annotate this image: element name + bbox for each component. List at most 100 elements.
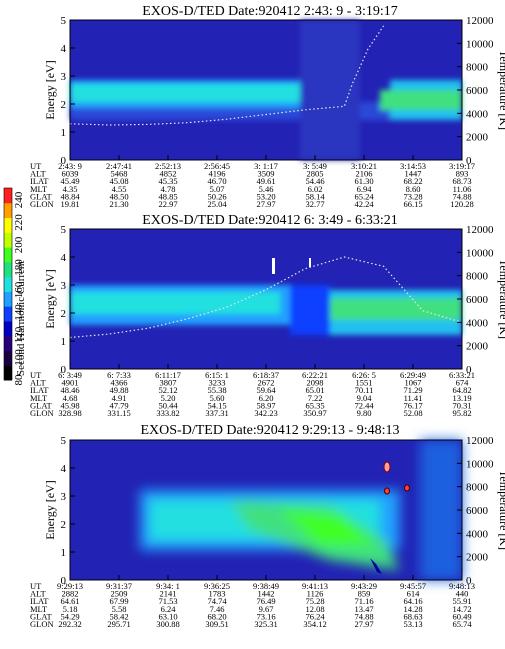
ephemeris-value: 1126 (307, 589, 324, 599)
ephemeris-value: 71.53 (158, 596, 177, 606)
panel-3-ytick-right-label: 0 (466, 575, 472, 587)
ephemeris-value: 13.47 (354, 604, 373, 614)
ephemeris-value: 2:56:45 (204, 161, 230, 171)
panel-2-band-right-core (330, 298, 462, 320)
ephemeris-value: 9:31:37 (106, 581, 132, 591)
ephemeris-value: 12.08 (305, 604, 324, 614)
ephemeris-value: 4.55 (112, 184, 127, 194)
ephemeris-value: 53.13 (403, 619, 422, 629)
ephemeris-value: 65.74 (452, 619, 472, 629)
ephemeris-value: 48.85 (158, 191, 177, 201)
panel-3-ylabel-right: Temperature [K] (497, 470, 505, 550)
panel-2-transition (290, 285, 330, 335)
ephemeris-value: 2509 (111, 589, 128, 599)
ephemeris-row-label: ILAT (30, 176, 49, 186)
panel-2-ylabel: Energy [eV] (43, 269, 57, 328)
ephemeris-value: 59.64 (256, 385, 276, 395)
ephemeris-value: 58.14 (305, 191, 325, 201)
panel-1-ytick-label: 2 (61, 99, 67, 111)
ephemeris-value: 48.84 (60, 191, 80, 201)
panel-2-ytick-label: 5 (61, 224, 67, 236)
panel-1-temperature-trace (69, 25, 385, 126)
panel-3-ytick-right-label: 4000 (466, 528, 489, 540)
ephemeris-value: 6: 3:49 (58, 370, 82, 380)
colorbar-tick-label: 80 (13, 374, 25, 386)
colorbar: Second Harmonic Current 80 100 120 140 160 18… (3, 187, 27, 386)
ephemeris-value: 5.58 (112, 604, 127, 614)
ephemeris-value: 5.60 (210, 393, 225, 403)
ephemeris-value: 893 (456, 169, 469, 179)
ephemeris-value: 325.31 (254, 619, 277, 629)
ephemeris-value: 9:41:13 (302, 581, 328, 591)
ephemeris-value: 9:36:25 (204, 581, 230, 591)
ephemeris-value: 95.82 (452, 408, 471, 418)
ephemeris-value: 2106 (356, 169, 373, 179)
colorbar-tick-label: 120 (13, 326, 25, 343)
ephemeris-value: 292.32 (58, 619, 81, 629)
ephemeris-value: 9:29:13 (57, 581, 83, 591)
ephemeris-value: 3:19:17 (449, 161, 475, 171)
colorbar-tick-label: 140 (13, 304, 25, 321)
ephemeris-value: 6:33:21 (449, 370, 475, 380)
ephemeris-value: 5.46 (259, 184, 274, 194)
ephemeris-value: 333.82 (156, 408, 179, 418)
ephemeris-value: 73.16 (256, 611, 275, 621)
ephemeris-value: 4366 (111, 378, 128, 388)
panel-1: EXOS-D/TED Date:920412 2:43: 9 - 3:19:17… (30, 4, 505, 209)
ephemeris-value: 2098 (307, 378, 324, 388)
ephemeris-value: 46.70 (207, 176, 226, 186)
ephemeris-row-label: MLT (30, 604, 48, 614)
ephemeris-value: 9:48:13 (449, 581, 475, 591)
ephemeris-value: 6:11:17 (155, 370, 181, 380)
colorbar-segment (4, 202, 12, 219)
ephemeris-value: 68.63 (403, 611, 422, 621)
ephemeris-value: 9:34: 1 (156, 581, 180, 591)
ephemeris-value: 54.29 (60, 611, 79, 621)
ephemeris-value: 42.24 (354, 199, 374, 209)
panel-3-ytick-label: 2 (61, 519, 67, 531)
ephemeris-value: 66.15 (403, 199, 422, 209)
ephemeris-value: 7.22 (308, 393, 323, 403)
panel-3-ytick-right-label: 6000 (466, 505, 489, 517)
ephemeris-value: 6:22:21 (302, 370, 328, 380)
ephemeris-value: 54.15 (207, 400, 226, 410)
ephemeris-value: 7.46 (210, 604, 225, 614)
ephemeris-value: 6: 7:33 (107, 370, 131, 380)
ephemeris-row-label: GLAT (30, 400, 53, 410)
ephemeris-value: 32.77 (305, 199, 324, 209)
ephemeris-value: 76.17 (403, 400, 422, 410)
ephemeris-value: 74.88 (354, 611, 373, 621)
ephemeris-value: 27.97 (354, 619, 373, 629)
panel-2-spike-2 (309, 258, 311, 267)
panel-1-ytick-right-label: 12000 (466, 15, 494, 27)
ephemeris-value: 337.31 (205, 408, 228, 418)
ephemeris-value: 2672 (258, 378, 275, 388)
ephemeris-value: 71.29 (403, 385, 422, 395)
ephemeris-value: 48.50 (109, 191, 128, 201)
panel-1-vertical-streak (300, 20, 360, 160)
ephemeris-value: 2:47:41 (106, 161, 132, 171)
ephemeris-value: 73.28 (403, 191, 422, 201)
ephemeris-value: 45.35 (158, 176, 177, 186)
colorbar-tick-label: 220 (13, 214, 25, 231)
panel-2-ytick-label: 2 (61, 308, 67, 320)
ephemeris-value: 14.28 (403, 604, 422, 614)
panel-1-ylabel-right: Temperature [K] (497, 50, 505, 130)
panel-3-dark-mark (370, 558, 382, 574)
ephemeris-value: 65.01 (305, 385, 324, 395)
ephemeris-value: 2:43: 9 (58, 161, 82, 171)
colorbar-segment (4, 217, 12, 233)
ephemeris-value: 5.20 (161, 393, 176, 403)
ephemeris-value: 6.02 (308, 184, 323, 194)
ephemeris-row-label: GLON (30, 619, 54, 629)
panel-1-ytick-right-label: 8000 (466, 62, 489, 74)
panel-1-ytick-label: 3 (61, 71, 67, 83)
ephemeris-row-label: GLON (30, 408, 54, 418)
panel-1-band-right-core (380, 90, 462, 110)
colorbar-segment (4, 320, 12, 337)
ephemeris-value: 6:18:37 (253, 370, 279, 380)
ephemeris-value: 342.23 (254, 408, 277, 418)
ephemeris-row-label: ILAT (30, 385, 49, 395)
ephemeris-value: 354.12 (303, 619, 326, 629)
